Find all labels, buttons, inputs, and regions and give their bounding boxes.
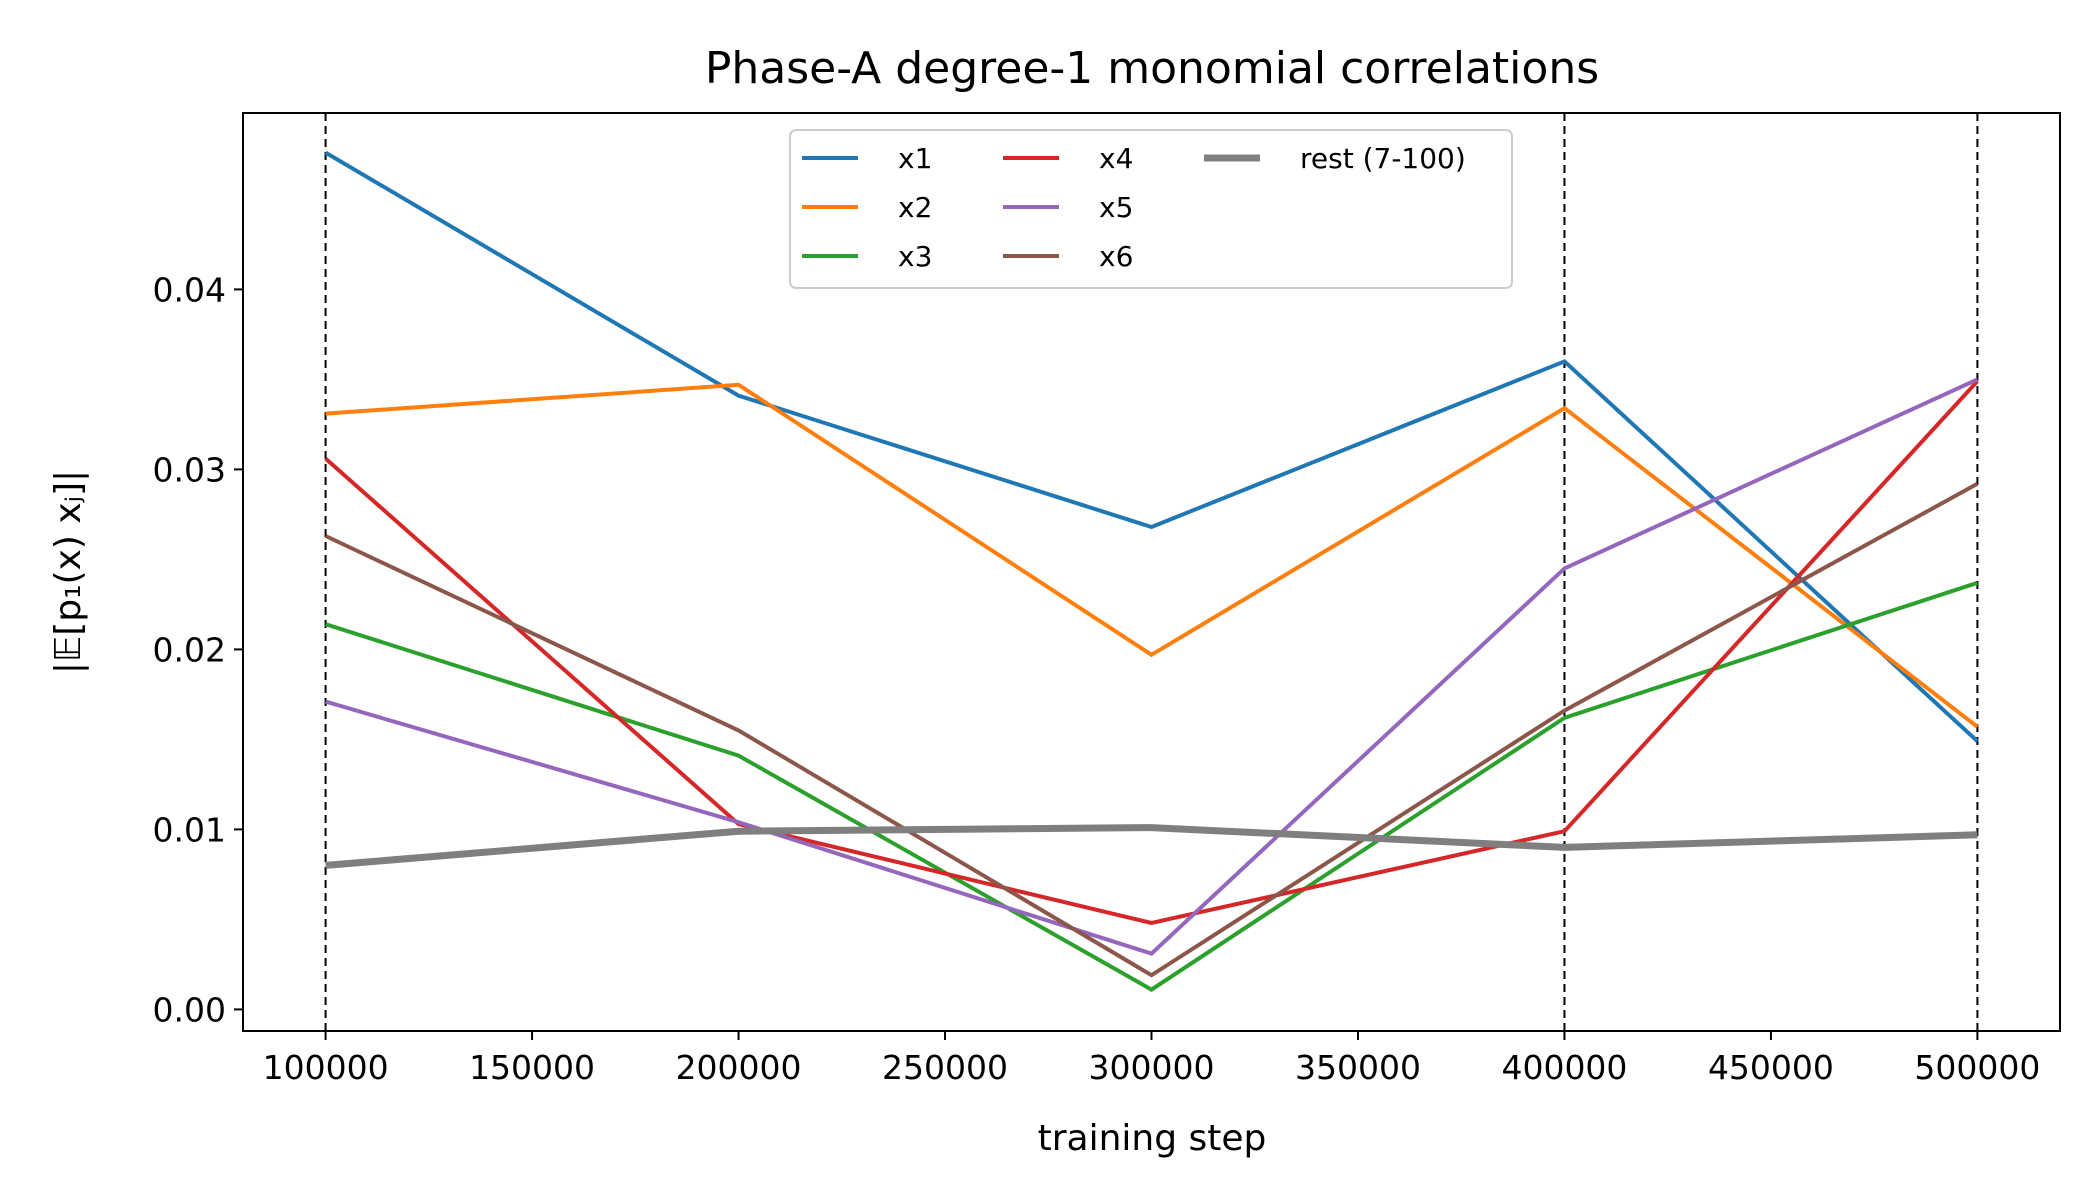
legend-label-5: x5 [1099,191,1133,224]
series-line-2 [325,382,1979,729]
y-tick-label-1: 0.01 [153,810,226,849]
legend-label-7: rest (7-100) [1300,142,1466,175]
legend-label-1: x1 [898,142,932,175]
x-tick-label-7: 450000 [1708,1048,1834,1087]
reference-lines [324,113,1979,1031]
legend-label-3: x3 [898,240,932,273]
series-line-7 [325,824,1978,869]
legend-label-2: x2 [898,191,932,224]
legend: x1 x2 x3 x4 x5 x6 rest (7-100) [789,129,1513,289]
x-tick-label-5: 350000 [1295,1048,1421,1087]
series-line-6 [324,482,1979,978]
legend-label-6: x6 [1099,240,1133,273]
y-tick-label-2: 0.02 [153,630,226,669]
x-axis-label: training step [1038,1118,1267,1159]
y-axis-ticks: 0.00 0.01 0.02 0.03 0.04 [153,270,243,1029]
chart-title: Phase-A degree-1 monomial correlations [705,43,1599,94]
legend-label-4: x4 [1099,142,1133,175]
x-tick-label-3: 250000 [882,1048,1008,1087]
x-axis-ticks: 100000 150000 200000 250000 300000 350000 4000… [263,1031,2040,1087]
y-axis-label: |𝔼[p₁(x) xⱼ]| [48,470,89,674]
series-line-1 [324,150,1979,743]
legend-frame [789,129,1513,289]
series-line-3 [324,580,1979,992]
y-tick-label-4: 0.04 [153,270,226,309]
x-tick-label-0: 100000 [263,1048,389,1087]
series-line-4 [324,379,1979,926]
x-tick-label-1: 150000 [469,1048,595,1087]
x-tick-label-4: 300000 [1089,1048,1215,1087]
series-lines [324,150,1979,992]
y-tick-label-0: 0.00 [153,990,226,1029]
x-tick-label-2: 200000 [676,1048,802,1087]
x-tick-label-8: 500000 [1914,1048,2040,1087]
x-tick-label-6: 400000 [1501,1048,1627,1087]
series-line-5 [325,377,1979,956]
y-tick-label-3: 0.03 [153,450,226,489]
